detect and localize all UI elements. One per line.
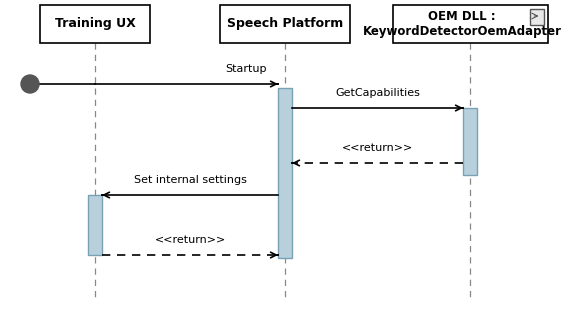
Bar [88, 195, 102, 255]
Bar [40, 5, 150, 43]
Text: <<return>>: <<return>> [342, 143, 413, 153]
Bar [220, 5, 350, 43]
Circle shape [21, 75, 39, 93]
Text: Training UX: Training UX [55, 18, 136, 30]
Text: Set internal settings: Set internal settings [133, 175, 246, 185]
Bar [278, 88, 292, 258]
Text: Speech Platform: Speech Platform [227, 18, 343, 30]
Bar [530, 9, 544, 25]
Text: Startup: Startup [226, 64, 267, 74]
Bar [463, 108, 477, 175]
Text: OEM DLL :
KeywordDetectorOemAdapter: OEM DLL : KeywordDetectorOemAdapter [363, 10, 561, 38]
Text: <<return>>: <<return>> [154, 235, 226, 245]
Bar [393, 5, 548, 43]
Text: GetCapabilities: GetCapabilities [335, 88, 420, 98]
